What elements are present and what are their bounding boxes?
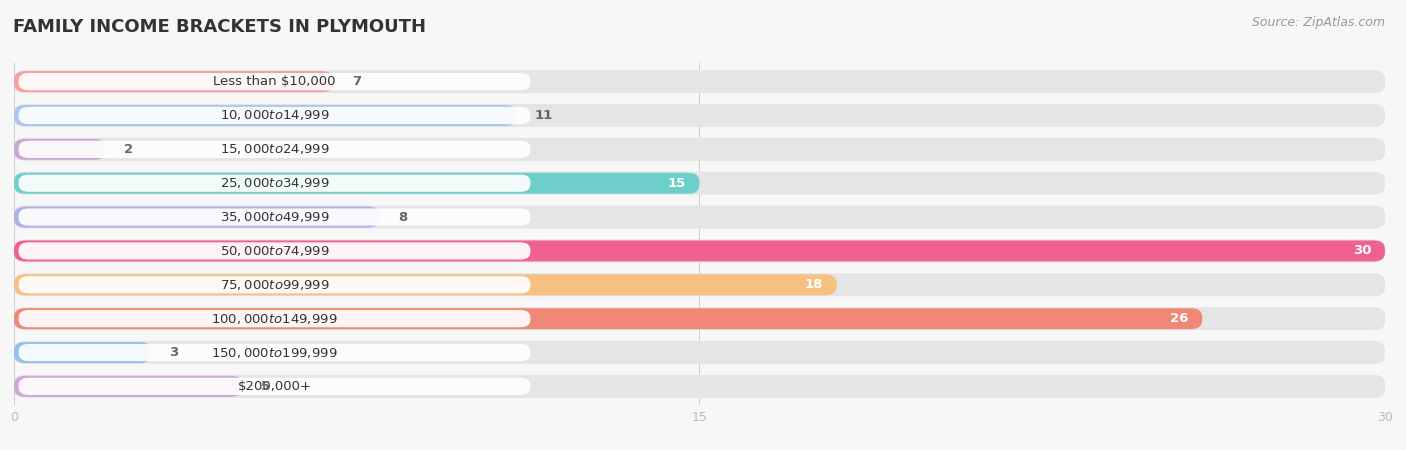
Text: $100,000 to $149,999: $100,000 to $149,999 [211,312,337,326]
FancyBboxPatch shape [14,206,1385,229]
Text: FAMILY INCOME BRACKETS IN PLYMOUTH: FAMILY INCOME BRACKETS IN PLYMOUTH [13,18,426,36]
FancyBboxPatch shape [18,276,530,293]
FancyBboxPatch shape [14,274,837,295]
FancyBboxPatch shape [14,138,1385,161]
FancyBboxPatch shape [18,175,530,192]
Text: 2: 2 [124,143,132,156]
FancyBboxPatch shape [14,308,1202,329]
Text: $150,000 to $199,999: $150,000 to $199,999 [211,346,337,360]
Text: $50,000 to $74,999: $50,000 to $74,999 [219,244,329,258]
Text: 15: 15 [668,177,686,190]
Text: $15,000 to $24,999: $15,000 to $24,999 [219,142,329,156]
FancyBboxPatch shape [18,141,530,158]
Text: $10,000 to $14,999: $10,000 to $14,999 [219,108,329,122]
FancyBboxPatch shape [18,107,530,124]
Text: 30: 30 [1353,244,1371,257]
FancyBboxPatch shape [14,307,1385,330]
Text: 18: 18 [804,278,823,291]
FancyBboxPatch shape [14,104,1385,127]
FancyBboxPatch shape [14,376,243,397]
FancyBboxPatch shape [14,71,335,92]
Text: $35,000 to $49,999: $35,000 to $49,999 [219,210,329,224]
Text: $25,000 to $34,999: $25,000 to $34,999 [219,176,329,190]
FancyBboxPatch shape [14,240,1385,261]
Text: 11: 11 [536,109,553,122]
FancyBboxPatch shape [14,375,1385,398]
FancyBboxPatch shape [14,172,1385,195]
FancyBboxPatch shape [14,139,105,160]
Text: 8: 8 [398,211,408,224]
FancyBboxPatch shape [14,341,1385,364]
Text: 3: 3 [170,346,179,359]
Text: $200,000+: $200,000+ [238,380,312,393]
FancyBboxPatch shape [14,173,700,194]
Text: 7: 7 [353,75,361,88]
Text: $75,000 to $99,999: $75,000 to $99,999 [219,278,329,292]
Text: 26: 26 [1170,312,1188,325]
FancyBboxPatch shape [14,239,1385,262]
FancyBboxPatch shape [14,70,1385,93]
FancyBboxPatch shape [14,105,517,126]
FancyBboxPatch shape [18,310,530,327]
Text: 5: 5 [262,380,270,393]
FancyBboxPatch shape [18,344,530,361]
FancyBboxPatch shape [18,208,530,226]
FancyBboxPatch shape [14,273,1385,296]
FancyBboxPatch shape [14,207,380,228]
Text: Source: ZipAtlas.com: Source: ZipAtlas.com [1251,16,1385,29]
Text: Less than $10,000: Less than $10,000 [214,75,336,88]
FancyBboxPatch shape [14,342,152,363]
FancyBboxPatch shape [18,378,530,395]
FancyBboxPatch shape [18,73,530,90]
FancyBboxPatch shape [18,242,530,260]
